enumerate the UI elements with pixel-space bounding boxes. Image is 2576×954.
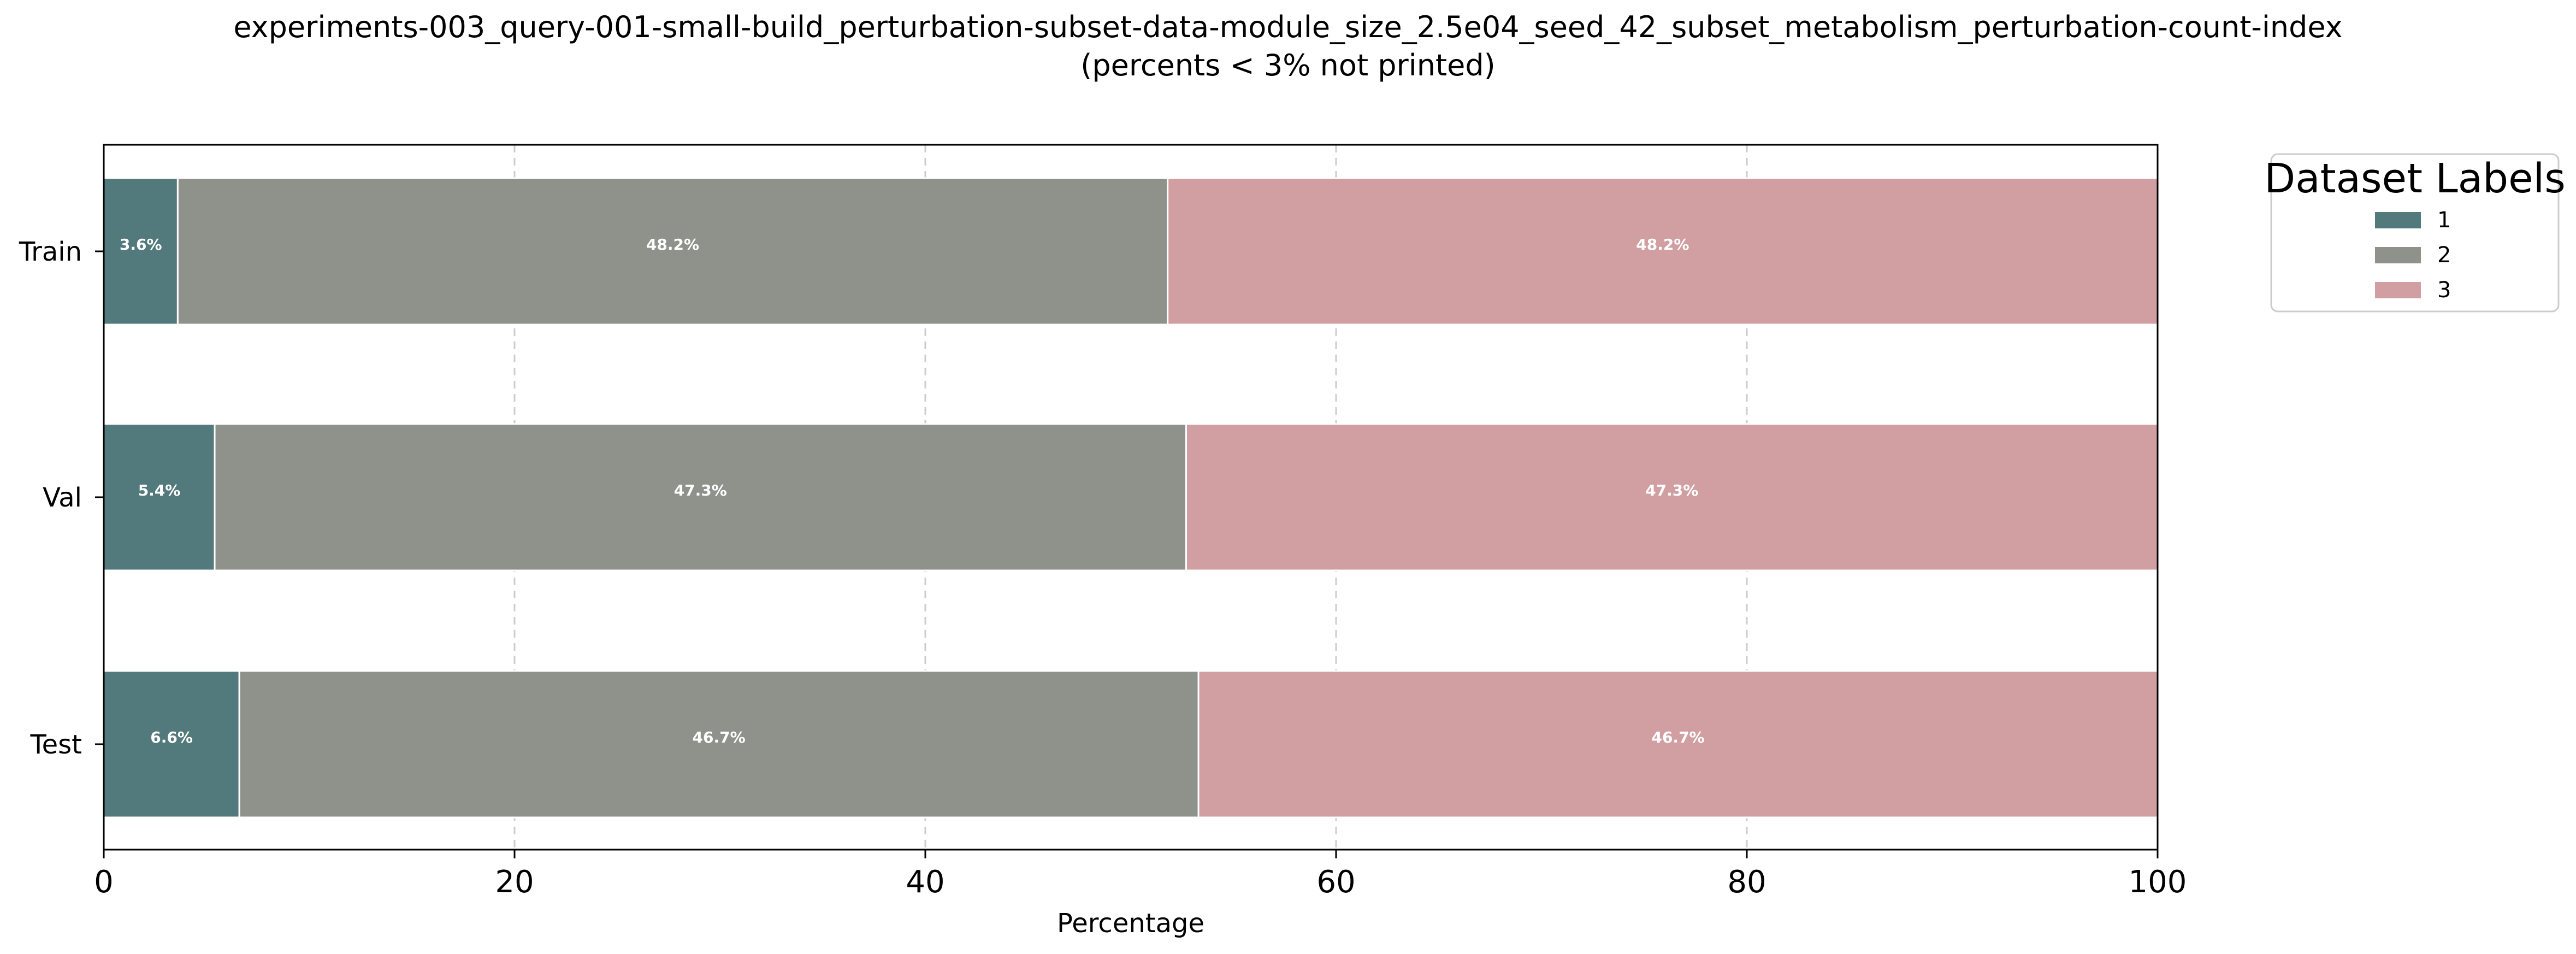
legend-swatch [2375,212,2421,228]
y-category-label: Test [29,729,82,760]
legend-swatch [2375,247,2421,263]
x-tick-label: 20 [495,864,534,900]
bar-value-label: 5.4% [138,481,181,499]
legend-label: 2 [2437,243,2451,268]
bar-segment [103,177,179,326]
x-tick-label: 40 [906,864,944,900]
bar-segment [238,670,1200,818]
bar-value-label: 46.7% [1651,728,1704,746]
legend-box [2270,153,2560,313]
x-tick-label: 100 [2129,864,2187,900]
legend-label: 3 [2437,278,2451,303]
bar-segment [103,423,216,572]
bar-labels: 3.6% 48.2% 48.2% 5.4% 47.3% 47.3% 6.6% 46.7% 46.… [120,235,1705,746]
chart-title: experiments-003_query-001-small-build_pe… [233,10,2342,44]
x-axis-ticks: 0 20 40 60 80 100 [94,850,2187,900]
bar-value-label: 6.6% [150,728,193,746]
bar-segment [1167,177,2159,326]
x-tick-label: 80 [1727,864,1766,900]
bar-value-label: 47.3% [1645,481,1698,499]
y-axis-ticks: Train Val Test [19,237,104,760]
legend: Dataset Labels 1 2 3 [2264,153,2566,313]
bar-segment [214,423,1187,572]
bar-segment [1197,670,2159,818]
bar-value-label: 46.7% [693,728,746,746]
y-category-label: Val [43,482,82,513]
bar-segment [176,177,1169,326]
legend-swatch [2375,282,2421,298]
bar-segment [103,670,240,818]
x-tick-label: 0 [94,864,114,900]
x-axis-label: Percentage [1057,908,1204,939]
chart-subtitle: (percents < 3% not printed) [1080,48,1495,83]
legend-label: 1 [2437,208,2451,233]
legend-title: Dataset Labels [2264,155,2566,202]
bars [103,177,2159,818]
bar-segment [1185,423,2159,572]
bar-value-label: 47.3% [674,481,727,499]
bar-value-label: 3.6% [120,235,162,254]
x-tick-label: 60 [1316,864,1355,900]
bar-value-label: 48.2% [646,235,699,254]
y-category-label: Train [19,237,82,267]
bar-value-label: 48.2% [1636,235,1689,254]
legend-items: 1 2 3 [2375,208,2451,303]
